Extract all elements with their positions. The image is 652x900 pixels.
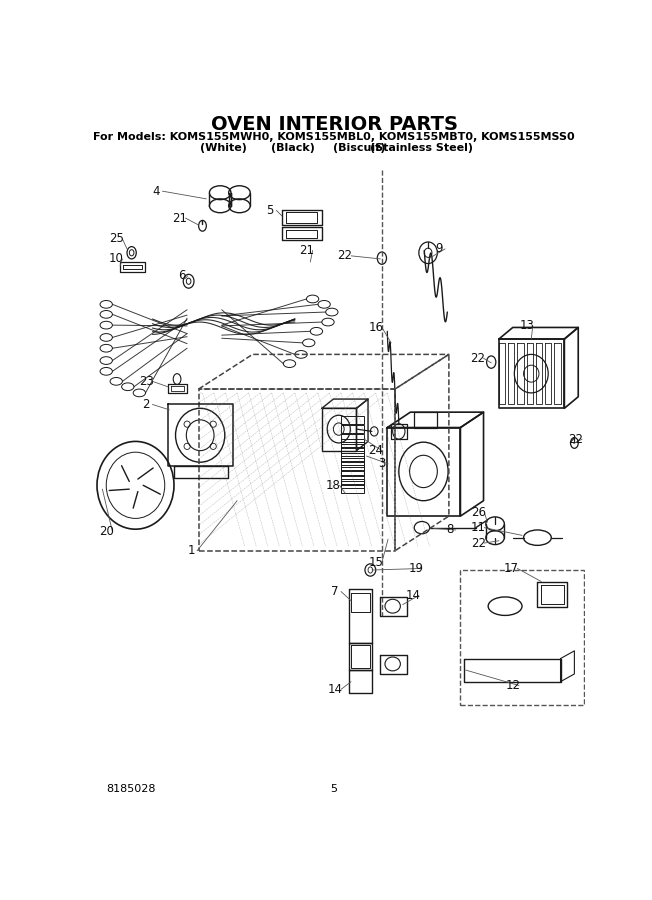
Bar: [460, 570, 584, 705]
Text: For Models: KOMS155MWH0, KOMS155MBL0, KOMS155MBT0, KOMS155MSS0: For Models: KOMS155MWH0, KOMS155MBL0, KO…: [93, 132, 575, 142]
Text: 23: 23: [139, 374, 154, 388]
Bar: [341, 476, 364, 484]
Text: 22: 22: [470, 352, 485, 365]
Bar: [341, 416, 364, 424]
Text: 12: 12: [505, 679, 520, 692]
Text: (Black): (Black): [271, 143, 314, 153]
Text: (Stainless Steel): (Stainless Steel): [370, 143, 473, 153]
Text: 21: 21: [299, 244, 314, 257]
Bar: [341, 463, 364, 470]
Text: 13: 13: [519, 320, 534, 332]
Text: 1: 1: [187, 544, 195, 557]
Text: 15: 15: [368, 556, 383, 569]
Text: 4: 4: [153, 184, 160, 198]
Bar: [341, 448, 364, 456]
Text: 17: 17: [504, 562, 519, 575]
Text: 6: 6: [178, 269, 185, 283]
Bar: [341, 453, 364, 461]
Bar: [341, 457, 364, 465]
Text: 22: 22: [471, 536, 486, 550]
Text: 26: 26: [471, 506, 486, 518]
Text: 25: 25: [109, 232, 124, 246]
Text: 8185028: 8185028: [106, 785, 156, 795]
Text: 18: 18: [326, 479, 341, 491]
Bar: [341, 485, 364, 493]
Text: 7: 7: [331, 585, 338, 598]
Text: 20: 20: [99, 525, 113, 538]
Text: 5: 5: [267, 204, 274, 217]
Text: (White): (White): [200, 143, 246, 153]
Bar: [341, 481, 364, 489]
Text: 21: 21: [172, 212, 187, 225]
Bar: [341, 439, 364, 446]
Bar: [341, 472, 364, 479]
Bar: [341, 435, 364, 442]
Text: 16: 16: [368, 321, 383, 334]
Text: 22: 22: [569, 433, 584, 446]
Text: 24: 24: [368, 444, 383, 457]
Bar: [199, 389, 395, 551]
Text: 14: 14: [405, 589, 420, 602]
Text: 5: 5: [331, 785, 338, 795]
Text: 3: 3: [378, 457, 385, 470]
Text: 9: 9: [435, 242, 443, 256]
Text: 22: 22: [338, 249, 353, 262]
Bar: [341, 467, 364, 474]
Text: 11: 11: [471, 521, 486, 534]
Bar: [341, 444, 364, 452]
Text: (Biscuit): (Biscuit): [333, 143, 385, 153]
Bar: [341, 425, 364, 433]
Text: 8: 8: [446, 524, 453, 536]
Text: 14: 14: [327, 683, 342, 696]
Text: 19: 19: [408, 562, 423, 575]
Text: 10: 10: [109, 252, 124, 266]
Text: OVEN INTERIOR PARTS: OVEN INTERIOR PARTS: [211, 115, 458, 134]
Text: 2: 2: [143, 398, 150, 411]
